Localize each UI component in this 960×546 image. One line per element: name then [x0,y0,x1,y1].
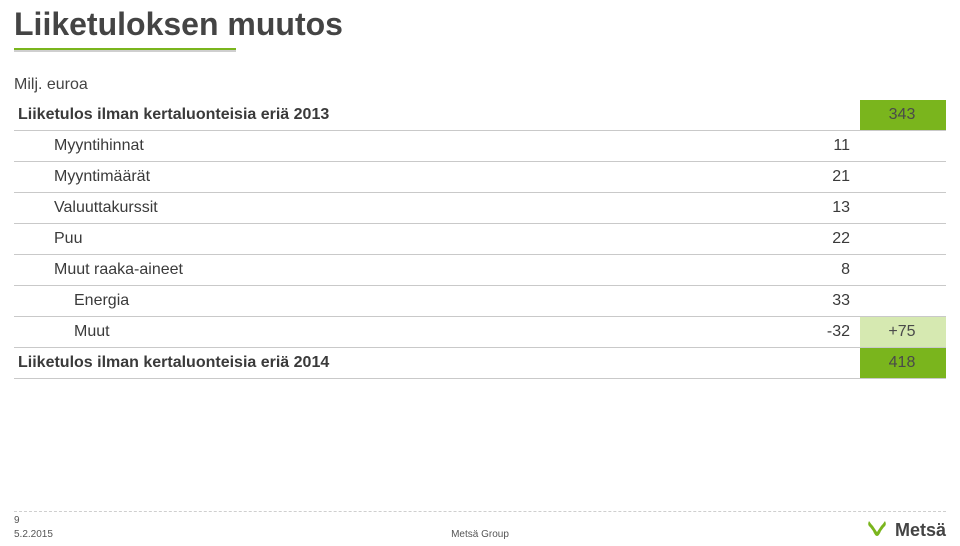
row-value: 11 [774,131,860,162]
row-note [860,224,946,255]
table-row: Energia33 [14,286,946,317]
row-note: +75 [860,317,946,348]
row-label: Muut [14,317,774,348]
row-note [860,255,946,286]
logo-text: Metsä [895,520,946,541]
table-row: Myyntimäärät21 [14,162,946,193]
row-note [860,193,946,224]
row-value: 13 [774,193,860,224]
row-value [774,348,860,379]
row-value: 22 [774,224,860,255]
row-note [860,131,946,162]
table-row: Muut-32+75 [14,317,946,348]
row-label: Puu [14,224,774,255]
page-number: 9 [14,515,20,526]
row-note [860,162,946,193]
page-title: Liiketuloksen muutos [14,6,343,43]
table-row: Muut raaka-aineet8 [14,255,946,286]
row-note [860,286,946,317]
row-label: Muut raaka-aineet [14,255,774,286]
table-row: Myyntihinnat11 [14,131,946,162]
title-underline [14,48,236,52]
row-note: 418 [860,348,946,379]
row-label: Liiketulos ilman kertaluonteisia eriä 20… [14,348,774,379]
table: Milj. euroa Liiketulos ilman kertaluonte… [14,76,946,379]
row-label: Myyntimäärät [14,162,774,193]
unit-label: Milj. euroa [14,76,946,94]
footer-rule [14,511,946,512]
row-value [774,100,860,131]
data-table: Liiketulos ilman kertaluonteisia eriä 20… [14,100,946,379]
row-value: 21 [774,162,860,193]
row-value: 33 [774,286,860,317]
row-label: Myyntihinnat [14,131,774,162]
table-row: Puu22 [14,224,946,255]
table-row: Liiketulos ilman kertaluonteisia eriä 20… [14,100,946,131]
footer-center: Metsä Group [0,529,960,540]
row-value: 8 [774,255,860,286]
table-row: Liiketulos ilman kertaluonteisia eriä 20… [14,348,946,379]
row-label: Valuuttakurssit [14,193,774,224]
row-note: 343 [860,100,946,131]
table-row: Valuuttakurssit13 [14,193,946,224]
logo: Metsä [863,518,946,542]
row-value: -32 [774,317,860,348]
row-label: Liiketulos ilman kertaluonteisia eriä 20… [14,100,774,131]
moose-icon [863,518,891,542]
row-label: Energia [14,286,774,317]
